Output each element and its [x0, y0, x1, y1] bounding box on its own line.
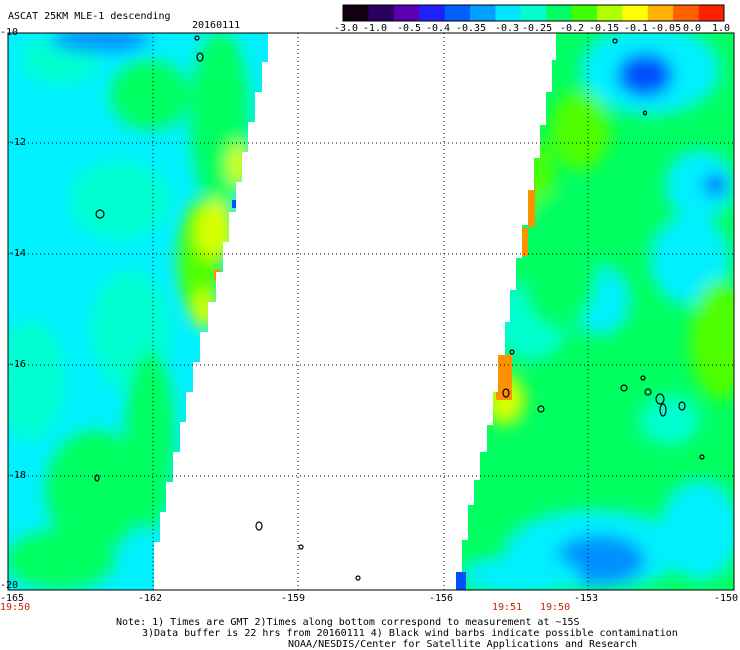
colorbar-swatch [571, 5, 598, 21]
footer-note-2: 3)Data buffer is 22 hrs from 20160111 4)… [142, 628, 678, 639]
island-outline [255, 521, 263, 531]
island-outline [655, 393, 665, 405]
colorbar-swatch [647, 5, 674, 21]
pass-time-right: 19:51 [492, 602, 523, 613]
island-outline [678, 401, 686, 411]
colorbar-swatch [368, 5, 395, 21]
right-swath [456, 33, 734, 590]
colorbar [343, 5, 725, 21]
colorbar-tick-label: -0.5 [397, 23, 422, 34]
island-outline [196, 52, 204, 62]
map-title: ASCAT 25KM MLE-1 descending [8, 11, 171, 22]
island-outline [699, 454, 705, 460]
pass-time-right: 19:50 [540, 602, 571, 613]
colorbar-tick-label: -0.25 [522, 23, 553, 34]
lon-label: -159 [281, 593, 306, 604]
island-outline [537, 405, 545, 413]
lat-label: -18 [8, 470, 27, 481]
lat-label: -14 [8, 248, 27, 259]
island-outline [659, 403, 667, 417]
lat-label: -10 [0, 27, 19, 38]
colorbar-tick-label: -0.4 [426, 23, 451, 34]
colorbar-tick-label: -0.05 [651, 23, 682, 34]
colorbar-swatch [444, 5, 471, 21]
island-outline [612, 38, 618, 44]
lat-label: -20 [0, 580, 19, 591]
colorbar-swatch [597, 5, 623, 21]
island-outline [298, 544, 304, 550]
colorbar-tick-label: -0.15 [589, 23, 620, 34]
island-outline [644, 388, 652, 396]
lon-label: -150 [714, 593, 739, 604]
colorbar-tick-label: -0.2 [560, 23, 585, 34]
lon-label: -162 [138, 593, 163, 604]
colorbar-tick-label: -0.1 [624, 23, 649, 34]
island-outline [355, 575, 361, 581]
lon-label: -156 [429, 593, 454, 604]
colorbar-frame [342, 4, 725, 22]
footer-credit: NOAA/NESDIS/Center for Satellite Applica… [288, 639, 638, 650]
lat-label: -12 [8, 137, 27, 148]
plot-frame [7, 32, 735, 591]
island-outline [509, 349, 515, 355]
island-outline [640, 375, 646, 381]
pass-time-left: 19:50 [0, 602, 31, 613]
colorbar-swatch [419, 5, 446, 21]
colorbar-tick-label: -3.0 [334, 23, 359, 34]
island-outlines [94, 35, 705, 581]
map-date: 20160111 [192, 20, 241, 31]
colorbar-swatch [698, 5, 725, 21]
colorbar-tick-label: -0.3 [495, 23, 520, 34]
island-outline [194, 35, 200, 41]
colorbar-tick-label: -0.35 [456, 23, 487, 34]
colorbar-swatch [470, 5, 496, 21]
island-outline [620, 384, 628, 392]
island-outline [95, 209, 105, 219]
island-outline [642, 110, 648, 116]
colorbar-swatch [622, 5, 649, 21]
colorbar-swatch [546, 5, 573, 21]
colorbar-swatch [520, 5, 547, 21]
colorbar-swatch [495, 5, 522, 21]
colorbar-swatch [343, 5, 369, 21]
colorbar-swatch [673, 5, 700, 21]
lat-label: -16 [8, 359, 27, 370]
colorbar-tick-label: 0.0 [683, 23, 702, 34]
island-outline [502, 388, 510, 398]
colorbar-tick-label: -1.0 [363, 23, 388, 34]
lon-label: -165 [0, 593, 25, 604]
left-swath [8, 33, 268, 590]
colorbar-swatch [393, 5, 420, 21]
island-outline [94, 474, 100, 482]
colorbar-tick-label: 1.0 [712, 23, 731, 34]
footer-note-1: Note: 1) Times are GMT 2)Times along bot… [116, 617, 580, 628]
lon-label: -153 [574, 593, 599, 604]
